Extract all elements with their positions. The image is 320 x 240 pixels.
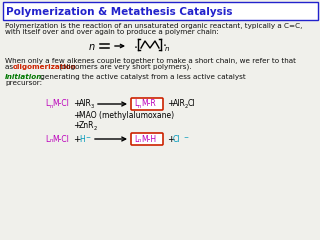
- Text: Cl: Cl: [188, 100, 196, 108]
- Text: $\cdot$: $\cdot$: [133, 40, 138, 53]
- FancyBboxPatch shape: [3, 1, 317, 19]
- Text: $\cdot$: $\cdot$: [162, 38, 167, 52]
- Text: generating the active catalyst from a less active catalyst: generating the active catalyst from a le…: [38, 74, 246, 80]
- Text: L: L: [45, 100, 49, 108]
- Text: Cl: Cl: [173, 134, 180, 144]
- Text: −: −: [183, 134, 188, 139]
- Text: +: +: [73, 134, 81, 144]
- Text: Initiation:: Initiation:: [5, 74, 45, 80]
- FancyBboxPatch shape: [131, 98, 163, 110]
- Text: n: n: [49, 138, 52, 144]
- Text: When only a few alkenes couple together to make a short chain, we refer to that: When only a few alkenes couple together …: [5, 58, 296, 64]
- Text: ZnR: ZnR: [79, 121, 94, 131]
- Text: AlR: AlR: [173, 100, 186, 108]
- Text: as: as: [5, 64, 15, 70]
- Text: with itself over and over again to produce a polymer chain:: with itself over and over again to produ…: [5, 29, 219, 35]
- FancyBboxPatch shape: [131, 133, 163, 145]
- Text: 2: 2: [185, 103, 188, 108]
- Text: M-H: M-H: [141, 134, 156, 144]
- Text: M-Cl: M-Cl: [52, 134, 69, 144]
- Text: MAO (methylalumoxane): MAO (methylalumoxane): [79, 112, 174, 120]
- Text: $n$: $n$: [164, 45, 170, 53]
- Text: n: n: [138, 103, 141, 108]
- Text: M-R: M-R: [141, 100, 156, 108]
- Text: $n$: $n$: [88, 42, 95, 52]
- Text: M-Cl: M-Cl: [52, 100, 69, 108]
- Text: Polymerization & Metathesis Catalysis: Polymerization & Metathesis Catalysis: [6, 7, 233, 17]
- Text: +: +: [73, 121, 81, 131]
- Text: (oligomers are very short polymers).: (oligomers are very short polymers).: [57, 64, 191, 71]
- Text: H: H: [79, 134, 85, 144]
- Text: 2: 2: [94, 126, 97, 131]
- Text: L: L: [45, 134, 49, 144]
- Text: 3: 3: [91, 103, 94, 108]
- Text: n: n: [49, 103, 52, 108]
- Text: n: n: [138, 138, 141, 144]
- Text: +: +: [73, 100, 81, 108]
- Text: +: +: [167, 134, 174, 144]
- Text: L: L: [134, 100, 138, 108]
- Text: −: −: [85, 134, 90, 139]
- Text: precursor:: precursor:: [5, 80, 42, 86]
- Text: +: +: [167, 100, 174, 108]
- Text: oligomerization: oligomerization: [13, 64, 77, 70]
- Text: AlR: AlR: [79, 100, 92, 108]
- Text: L: L: [134, 134, 138, 144]
- Text: +: +: [73, 112, 81, 120]
- Text: Polymerization is the reaction of an unsaturated organic reactant, typically a C: Polymerization is the reaction of an uns…: [5, 23, 302, 29]
